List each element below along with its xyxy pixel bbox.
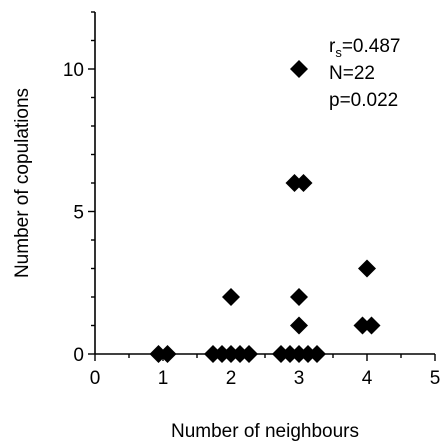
x-axis-title: Number of neighbours xyxy=(171,421,359,442)
x-tick-label-0: 0 xyxy=(90,368,101,389)
y-tick-label-0: 0 xyxy=(73,345,84,366)
data-point xyxy=(158,345,177,363)
data-point xyxy=(290,288,308,306)
x-tick-label-3: 3 xyxy=(294,368,305,389)
data-points xyxy=(149,60,381,363)
axes xyxy=(94,12,435,355)
data-point xyxy=(290,60,308,78)
annotation-rs-symbol: r xyxy=(329,36,336,57)
data-point xyxy=(290,316,308,335)
data-point xyxy=(358,259,376,278)
x-tick-label-4: 4 xyxy=(362,368,373,389)
y-tick-label-10: 10 xyxy=(63,60,84,81)
annotation-rs: rs=0.487 xyxy=(329,36,400,60)
data-point xyxy=(222,288,240,306)
y-axis-title: Number of copulations xyxy=(12,88,33,278)
annotation-n: N=22 xyxy=(329,63,375,84)
ticks: 0 1 2 3 4 5 0 5 10 xyxy=(63,11,441,389)
annotation-p: p=0.022 xyxy=(329,90,398,111)
x-tick-label-5: 5 xyxy=(430,368,441,389)
data-point xyxy=(308,345,326,363)
annotation-rs-subscript: s xyxy=(335,45,342,60)
data-point xyxy=(294,174,313,192)
x-tick-label-1: 1 xyxy=(158,368,169,389)
data-point xyxy=(362,316,381,335)
data-point xyxy=(240,345,258,363)
annotation-rs-value: =0.487 xyxy=(342,36,401,57)
x-tick-label-2: 2 xyxy=(226,368,237,389)
y-tick-label-5: 5 xyxy=(73,203,84,224)
